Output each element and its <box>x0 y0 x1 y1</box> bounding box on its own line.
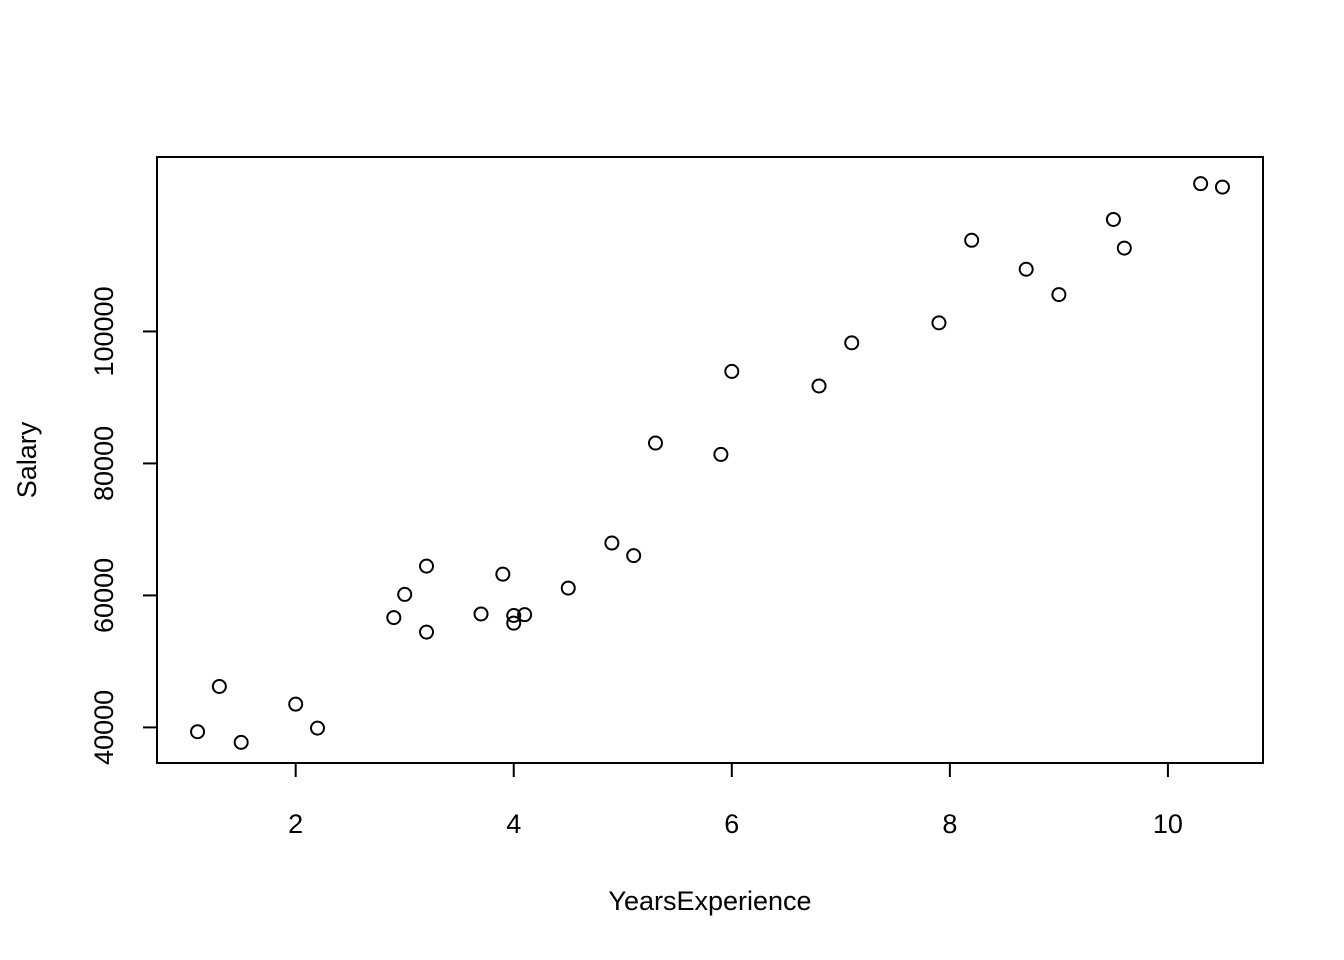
data-point <box>844 335 860 351</box>
data-point <box>931 315 947 331</box>
data-point <box>419 624 435 640</box>
data-point <box>964 232 980 248</box>
data-point <box>495 566 511 582</box>
x-axis-label: YearsExperience <box>608 886 811 916</box>
data-point <box>724 363 740 379</box>
data-point <box>626 548 642 564</box>
data-point <box>1193 176 1209 192</box>
data-point <box>647 435 663 451</box>
data-point <box>288 696 304 712</box>
data-point <box>211 678 227 694</box>
x-tick-label: 2 <box>288 809 303 839</box>
data-point <box>713 446 729 462</box>
y-axis-label: Salary <box>12 421 42 498</box>
data-point <box>386 610 402 626</box>
data-point <box>1214 179 1230 195</box>
data-point <box>473 606 489 622</box>
y-tick-label: 60000 <box>89 558 119 633</box>
y-tick-label: 80000 <box>89 426 119 501</box>
data-point <box>190 724 206 740</box>
data-point <box>419 558 435 574</box>
data-point <box>397 586 413 602</box>
data-point <box>309 720 325 736</box>
x-tick-label: 6 <box>724 809 739 839</box>
data-point <box>1018 261 1034 277</box>
data-point <box>811 378 827 394</box>
data-points <box>190 176 1230 750</box>
data-point <box>506 615 522 631</box>
data-point <box>1051 287 1067 303</box>
data-point <box>233 734 249 750</box>
y-axis: 40000 60000 80000 100000 <box>89 286 158 765</box>
y-tick-label: 40000 <box>89 690 119 765</box>
plot-frame <box>156 156 1264 764</box>
data-point <box>1105 211 1121 227</box>
y-tick-label: 100000 <box>89 286 119 376</box>
x-axis: 2 4 6 8 10 <box>288 762 1183 839</box>
data-point <box>506 607 522 623</box>
data-point <box>1116 240 1132 256</box>
data-point <box>604 535 620 551</box>
data-point <box>560 580 576 596</box>
x-tick-label: 4 <box>506 809 521 839</box>
x-tick-label: 10 <box>1153 809 1183 839</box>
x-tick-label: 8 <box>942 809 957 839</box>
data-point <box>517 607 533 623</box>
